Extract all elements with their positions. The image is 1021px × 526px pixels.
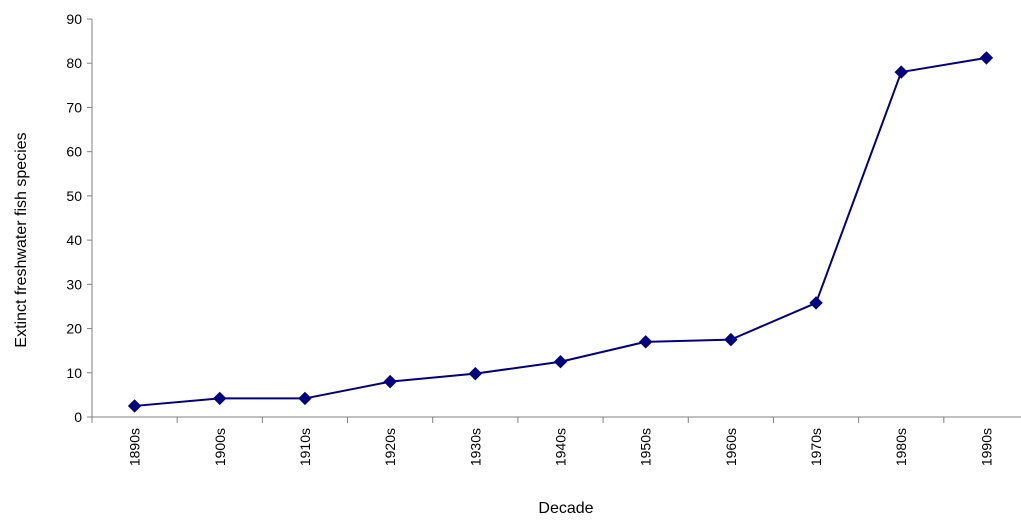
data-point-marker	[724, 332, 738, 347]
data-point-marker	[127, 399, 142, 413]
y-tick-label: 10	[66, 365, 82, 381]
axes: 0 10 20 30 40 50 60 70 80 90 1890s 1900s 1910s 1920s 1…	[66, 11, 1021, 466]
y-tick-label: 40	[66, 232, 82, 248]
data-point-layer	[127, 51, 994, 413]
y-tick-label: 80	[66, 55, 82, 71]
x-tick-label: 1910s	[297, 428, 313, 466]
x-tick-label: 1960s	[723, 428, 739, 466]
x-tick-label: 1950s	[638, 428, 654, 466]
data-point-marker	[894, 65, 908, 79]
x-tick-label: 1920s	[382, 428, 398, 466]
y-tick-label: 70	[66, 99, 82, 115]
y-tick-label: 20	[66, 321, 82, 337]
x-axis-title: Decade	[538, 500, 593, 517]
data-point-marker	[298, 391, 312, 406]
y-tick-label: 30	[66, 276, 82, 292]
x-tick-label: 1970s	[808, 428, 824, 466]
y-tick-label: 60	[66, 144, 82, 160]
data-point-marker	[383, 374, 397, 389]
x-tick-label: 1930s	[467, 428, 483, 466]
y-tick-label: 50	[66, 188, 82, 204]
y-axis-title: Extinct freshwater fish species	[13, 132, 30, 347]
x-tick-label: 1980s	[893, 428, 909, 466]
x-tick-label: 1890s	[127, 428, 143, 466]
x-tick-label: 1990s	[978, 428, 994, 466]
y-tick-label: 0	[74, 409, 82, 425]
data-point-marker	[553, 355, 568, 369]
x-tick-label: 1900s	[212, 428, 228, 466]
data-point-marker	[213, 391, 227, 406]
series-line	[134, 56, 987, 407]
data-point-marker	[979, 51, 994, 65]
series-line-layer	[134, 56, 987, 407]
data-point-marker	[468, 366, 483, 381]
y-tick-label: 90	[66, 11, 82, 27]
x-tick-label: 1940s	[553, 428, 569, 466]
data-point-marker	[638, 335, 653, 349]
data-point-marker	[809, 296, 823, 310]
